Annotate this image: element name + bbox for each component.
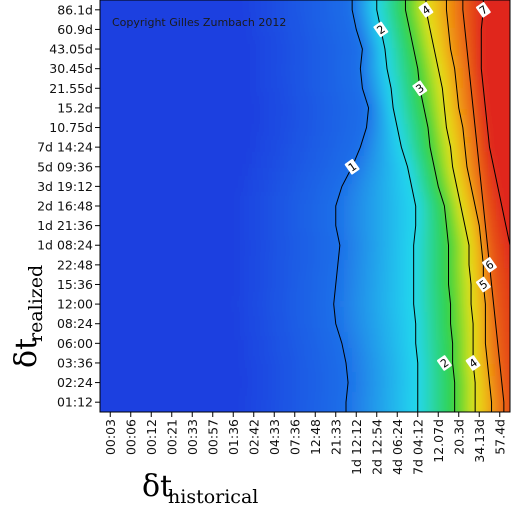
x-tick-label: 21:33	[328, 419, 343, 455]
contour-line-1	[333, 0, 370, 412]
y-tick-label: 06:00	[57, 336, 93, 351]
x-tick-label: 01:36	[226, 419, 241, 455]
contour-line-7	[480, 0, 510, 248]
x-tick-label: 00:21	[164, 419, 179, 455]
x-tick-label: 00:33	[185, 419, 200, 455]
y-axis: 01:12 02:24 03:36 06:00 08:24 12:00 15:36 22:48…	[37, 2, 100, 410]
y-tick-label: 3d 19:12	[37, 179, 93, 194]
y-tick-label: 1d 08:24	[37, 238, 93, 253]
x-axis-title: δt historical	[142, 469, 258, 508]
y-tick-label: 7d 14:24	[37, 140, 93, 155]
contour-line-4	[425, 0, 476, 412]
y-tick-label: 12:00	[57, 297, 93, 312]
contour-lines	[333, 0, 510, 412]
x-tick-label: 07:36	[287, 419, 302, 455]
copyright-notice: Copyright Gilles Zumbach 2012	[112, 16, 286, 29]
contour-label-5: 5	[475, 276, 491, 293]
y-tick-label: 43.05d	[49, 42, 93, 57]
x-tick-label: 12:48	[308, 419, 323, 455]
y-axis-symbol: δt	[9, 338, 44, 368]
contour-label-6: 6	[482, 257, 497, 273]
y-tick-label: 86.1d	[57, 2, 93, 17]
heatmap-surface	[100, 0, 510, 412]
x-axis-subscript: historical	[168, 486, 258, 508]
x-tick-label: 00:03	[103, 419, 118, 455]
y-tick-label: 15.2d	[57, 100, 93, 115]
y-tick-label: 5d 09:36	[37, 159, 93, 174]
y-tick-label: 1d 21:36	[37, 218, 93, 233]
contour-label-4: 4	[418, 2, 434, 18]
y-tick-label: 21.55d	[49, 81, 93, 96]
contour-label-2: 2	[373, 21, 389, 38]
y-tick-label: 03:36	[57, 355, 93, 370]
contour-line-6	[462, 0, 505, 412]
y-tick-label: 01:12	[57, 395, 93, 410]
x-tick-label: 00:06	[123, 419, 138, 455]
x-tick-label: 1d 12:12	[349, 419, 364, 475]
contour-label-4-1: 4	[465, 355, 481, 371]
contour-label-1: 1	[344, 158, 360, 175]
contour-label-3: 3	[412, 80, 428, 97]
x-tick-label: 57.4d	[492, 419, 507, 455]
x-axis: 00:03 00:06 00:12 00:21 00:33 00:57 01:36 02:42…	[103, 412, 507, 475]
contour-line-3	[404, 0, 456, 412]
x-tick-label: 02:42	[246, 419, 261, 455]
contour-label-2-1: 2	[436, 355, 452, 371]
x-axis-symbol: δt	[142, 469, 172, 504]
y-tick-label: 22:48	[57, 257, 93, 272]
contour-labels: 1 2 2 3 4 4 5 6 7	[344, 2, 497, 371]
x-tick-label: 20.3d	[451, 419, 466, 455]
x-tick-label: 00:57	[205, 419, 220, 455]
y-tick-label: 02:24	[57, 375, 93, 390]
y-axis-subscript: realized	[25, 265, 47, 342]
x-tick-label: 4d 06:24	[390, 419, 405, 475]
y-tick-label: 10.75d	[49, 120, 93, 135]
y-tick-label: 2d 16:48	[37, 199, 93, 214]
contour-line-5	[445, 0, 493, 412]
contour-line-2	[376, 0, 419, 412]
x-tick-label: 2d 12:54	[369, 419, 384, 475]
y-tick-label: 60.9d	[57, 22, 93, 37]
x-tick-label: 12.07d	[431, 419, 446, 463]
x-tick-label: 00:12	[144, 419, 159, 455]
y-tick-label: 30.45d	[49, 61, 93, 76]
contour-label-7: 7	[475, 2, 491, 18]
y-tick-label: 15:36	[57, 277, 93, 292]
y-tick-label: 08:24	[57, 316, 93, 331]
x-tick-label: 34.13d	[472, 419, 487, 463]
x-tick-label: 7d 04:12	[410, 419, 425, 475]
y-axis-title: δt realized	[9, 265, 47, 368]
x-tick-label: 04:33	[267, 419, 282, 455]
